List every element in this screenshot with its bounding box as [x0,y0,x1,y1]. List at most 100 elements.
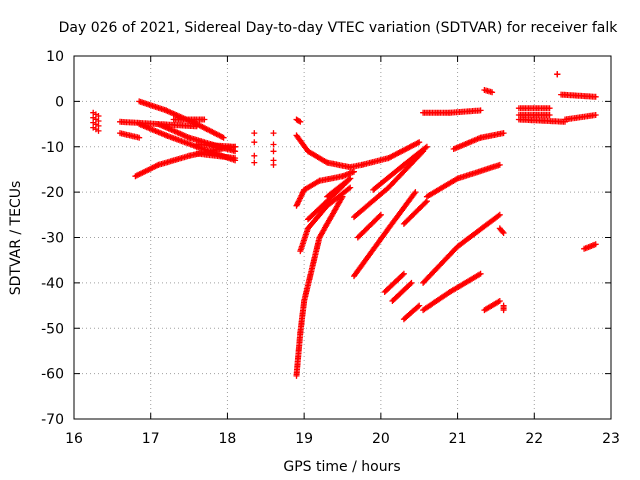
data-point-marker [251,139,258,146]
series-arc41 [562,112,599,123]
x-tick-label: 23 [602,431,620,447]
series-arc32 [420,211,503,286]
data-point-marker [554,71,561,78]
data-point-marker [297,118,304,125]
data-point-marker [592,93,599,100]
data-point-marker [296,118,302,124]
y-tick-label: -20 [41,185,64,201]
data-point-marker [201,116,208,123]
data-point-marker [407,280,414,287]
data-point-marker [477,107,484,114]
series-arc43 [558,91,599,100]
series-arc21 [351,148,427,221]
y-tick-label: -30 [41,231,64,247]
x-tick-label: 19 [295,431,313,447]
data-point-marker [499,228,506,235]
data-point-marker [592,112,599,118]
series-arc14 [293,132,365,171]
data-point-marker [495,212,502,219]
x-tick-label: 22 [525,431,543,447]
series-arc28 [400,198,430,227]
data-point-marker [347,184,354,191]
data-point-marker [251,152,258,159]
series-arc11 [251,130,258,166]
chart-title: Day 026 of 2021, Sidereal Day-to-day VTE… [59,20,619,36]
y-tick-label: -60 [41,367,64,383]
data-point-marker [408,279,415,286]
series-arc37 [500,302,507,314]
y-tick-label: -10 [41,140,64,156]
data-point-marker [411,190,418,197]
series-arc23 [370,143,430,193]
data-point-marker [416,139,423,146]
series-arc12 [270,130,277,168]
y-tick-label: -70 [41,412,64,428]
data-point-marker [232,143,239,150]
series-arc24 [354,211,384,241]
data-point-marker [220,134,227,141]
data-point-marker [270,141,277,148]
data-points [90,71,599,379]
series-arc35 [481,298,503,314]
data-point-marker [412,189,419,196]
y-tick-label: 0 [55,94,64,110]
y-tick-label: -40 [41,276,64,292]
data-point-marker [496,211,503,218]
data-point-marker [351,168,357,175]
series-arc31 [420,270,484,314]
data-point-marker [546,112,553,118]
series-arc01 [90,109,102,134]
y-tick-label: -50 [41,321,64,337]
series-arc09 [193,141,239,150]
data-point-marker [500,130,507,137]
data-point-marker [232,155,239,162]
data-point-marker [251,159,258,166]
data-point-marker [477,270,484,277]
series-arc13 [293,116,304,125]
x-tick-label: 18 [219,431,237,447]
data-point-marker [270,148,277,155]
data-point-marker [416,302,423,309]
series-arc33 [450,130,507,152]
series-arc39 [515,112,553,118]
x-tick-label: 20 [372,431,390,447]
series-arc36 [496,225,507,236]
series-arc34 [481,87,496,96]
series-arc25 [381,270,407,295]
x-tick-label: 16 [65,431,83,447]
data-point-marker [400,270,407,277]
plot-frame [73,55,612,420]
series-arc18 [297,184,354,255]
x-axis-label: GPS time / hours [283,459,400,475]
data-point-marker [345,176,352,183]
series-arc08 [170,116,208,123]
x-tick-label: 17 [142,431,160,447]
data-point-marker [347,175,354,182]
series-arc29 [420,107,484,116]
data-point-marker [423,143,430,150]
data-point-marker [489,89,496,96]
data-point-marker [415,303,421,310]
series-arc38 [515,105,553,112]
data-point-marker [422,199,429,206]
data-point-marker [377,211,384,218]
data-point-marker [399,271,406,278]
series-arc26 [389,279,415,304]
series-arc27 [400,302,423,323]
series-arc02 [117,130,143,141]
series-arc20 [324,175,354,200]
series-arc17 [293,193,346,379]
data-point-marker [270,130,277,137]
x-tick-label: 21 [449,431,467,447]
data-point-marker [376,212,383,219]
data-point-marker [496,298,503,304]
y-tick-label: 10 [46,49,64,65]
data-point-marker [500,307,507,314]
data-point-marker [95,127,102,134]
series-arc22 [351,189,419,280]
data-point-marker [546,105,553,112]
series-arc16 [293,168,357,209]
data-point-marker [422,144,429,151]
y-axis-label: SDTVAR / TECUs [8,181,24,296]
